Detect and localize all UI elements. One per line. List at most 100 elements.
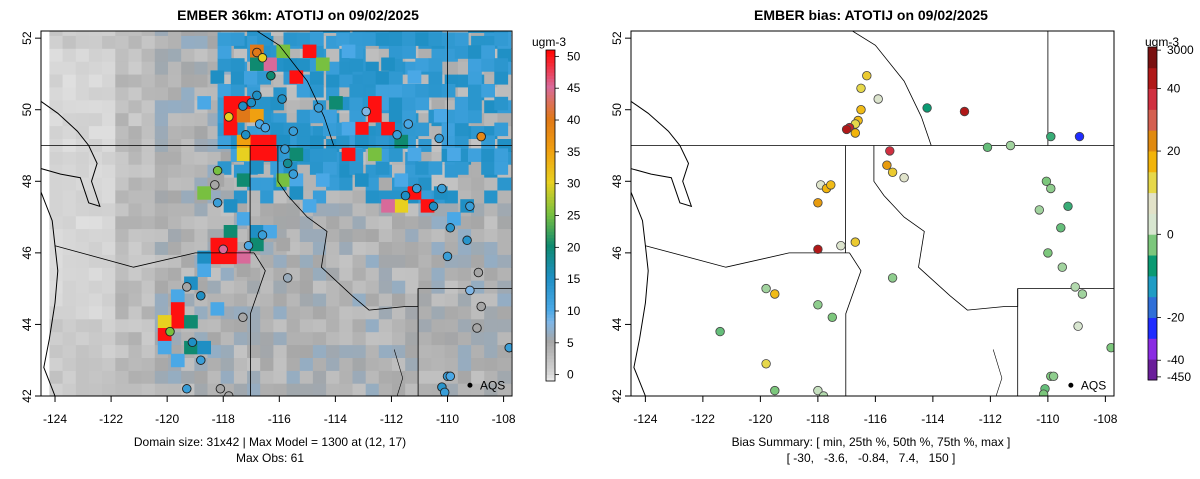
grid-cell	[299, 383, 314, 396]
grid-cell	[75, 164, 90, 178]
grid-cell	[75, 48, 90, 62]
grid-cell	[471, 344, 485, 358]
grid-cell	[62, 151, 77, 165]
obs-point	[288, 126, 299, 136]
grid-cell	[154, 370, 169, 384]
bias-point	[899, 172, 909, 183]
bias-map-frame	[630, 30, 1115, 397]
grid-cell	[415, 122, 430, 137]
grid-cell	[326, 292, 340, 307]
grid-cell	[168, 177, 182, 191]
x-tick-label: -116	[268, 412, 291, 426]
grid-cell	[497, 241, 512, 255]
grid-cell	[392, 267, 406, 281]
grid-cell	[49, 177, 64, 191]
grid-cell	[128, 35, 143, 49]
grid-cell	[75, 61, 90, 75]
grid-cell	[431, 331, 446, 346]
grid-cell	[181, 112, 195, 127]
grid-cell	[181, 125, 195, 139]
obs-point	[212, 165, 223, 176]
grid-cell	[326, 73, 340, 88]
grid-cell	[428, 31, 443, 33]
coastline	[41, 100, 101, 396]
grid-cell	[431, 215, 446, 230]
obs-point	[476, 131, 486, 142]
colorbar-tick-label: 10	[567, 304, 581, 318]
state-borders	[41, 31, 512, 396]
grid-cell	[141, 164, 156, 178]
bias-point	[885, 146, 895, 156]
bias-map-x-axis: -124 -122 -120 -118 -116 -114 -112 -110 -108	[633, 396, 1118, 426]
grid-cell	[299, 357, 314, 371]
grid-cell	[217, 32, 232, 46]
grid-cell	[194, 280, 209, 294]
bias-point	[770, 385, 780, 396]
grid-cell	[75, 215, 90, 230]
bias-point	[1046, 183, 1056, 194]
grid-cell	[181, 164, 195, 178]
colorbar-swatch	[546, 333, 555, 337]
bias-point	[761, 283, 771, 294]
colorbar-swatch	[546, 371, 555, 376]
colorbar-tick-label: 0	[567, 368, 574, 382]
grid-cell-highlight	[394, 173, 409, 187]
grid-cell	[141, 344, 156, 358]
grid-cell	[457, 292, 472, 307]
grid-cell	[457, 331, 472, 346]
grid-cell	[309, 148, 324, 162]
grid-cell	[49, 31, 64, 36]
grid-cell	[217, 84, 232, 98]
grid-cell	[154, 73, 169, 88]
grid-cell	[49, 35, 64, 49]
colorbar-swatch	[546, 336, 555, 341]
grid-cell	[260, 344, 274, 358]
grid-cell	[102, 383, 116, 396]
x-tick-label: -120	[155, 412, 179, 426]
grid-cell	[431, 228, 446, 242]
grid-cell	[286, 383, 301, 396]
bias-point	[715, 326, 725, 337]
grid-cell	[365, 48, 380, 62]
grid-cell	[154, 35, 169, 49]
grid-cell	[128, 254, 143, 268]
grid-cell-highlight	[170, 353, 185, 368]
grid-cell	[154, 189, 169, 204]
grid-cell	[388, 31, 403, 33]
obs-point	[257, 230, 268, 240]
grid-cell	[102, 177, 116, 191]
grid-cell	[336, 32, 350, 46]
grid-cell-highlight	[289, 70, 304, 84]
grid-cell	[484, 305, 498, 320]
grid-cell	[49, 267, 64, 281]
grid-cell	[471, 383, 485, 396]
grid-cell-highlight	[315, 173, 330, 187]
colorbar-swatch	[546, 244, 555, 248]
grid-cell	[352, 331, 367, 346]
grid-cell	[62, 86, 77, 101]
state-borders	[631, 31, 1114, 396]
grid-cell-highlight	[236, 173, 251, 187]
grid-cell-highlight	[236, 109, 251, 123]
grid-cell	[326, 215, 340, 230]
bias-point	[1046, 131, 1056, 142]
grid-cell-highlight	[276, 173, 291, 187]
grid-cell	[181, 48, 195, 62]
grid-cell	[260, 202, 274, 217]
grid-cell	[352, 383, 367, 396]
grid-cell	[457, 254, 472, 268]
grid-cell-highlight	[368, 147, 382, 162]
grid-cell	[233, 383, 248, 396]
grid-cell-highlight	[197, 96, 211, 110]
grid-cell	[418, 267, 433, 281]
grid-cell-highlight	[263, 147, 277, 162]
grid-cell	[233, 357, 248, 371]
colorbar-swatch	[546, 183, 555, 188]
colorbar-swatch	[546, 218, 555, 223]
colorbar-swatch	[546, 247, 555, 251]
grid-cell	[247, 177, 261, 191]
grid-cell	[444, 241, 459, 255]
grid-cell	[392, 241, 406, 255]
grid-cell	[88, 267, 103, 281]
grid-cell	[299, 344, 314, 358]
